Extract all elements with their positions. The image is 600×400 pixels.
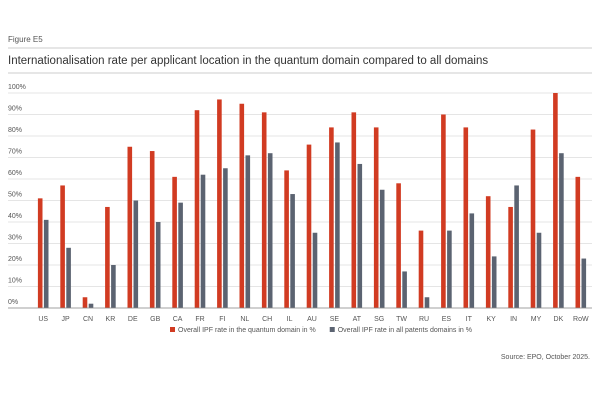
bar [290,194,295,308]
figure-label: Figure E5 [8,35,43,44]
x-tick-label: US [38,316,48,323]
bar [530,129,536,308]
x-tick-label: FI [219,316,225,323]
bar [200,174,206,308]
bar [66,247,71,308]
bar [559,153,564,308]
x-tick-label: RoW [573,316,589,323]
x-tick-label: IL [287,316,293,323]
bar [239,103,245,308]
bar [418,230,424,308]
x-tick-label: CA [173,316,183,323]
bar [508,206,513,308]
bar [329,127,334,309]
bar [357,163,363,308]
bar [88,303,94,308]
y-tick-label: 20% [8,256,22,263]
bar [351,112,357,308]
x-tick-label: CN [83,316,93,323]
bar [194,110,200,308]
bar [217,99,222,308]
bar [536,232,542,308]
y-tick-label: 90% [8,105,22,112]
legend-label: Overall IPF rate in all patents domains … [338,327,472,334]
bar [172,176,177,308]
bar [396,183,401,308]
y-tick-label: 10% [8,277,22,284]
bar [178,202,183,308]
x-tick-label: SG [374,316,384,323]
x-tick-label: KY [487,316,497,323]
y-tick-label: 80% [8,127,22,134]
y-tick-label: 70% [8,148,22,155]
y-tick-label: 60% [8,170,22,177]
bar [402,271,407,308]
legend-swatch [329,327,335,332]
bar [306,144,312,308]
bar [469,213,475,308]
bar [447,230,452,308]
y-tick-label: 0% [8,299,18,306]
bar [463,127,469,309]
x-tick-label: NL [240,316,249,323]
bar [37,198,43,308]
bar [284,170,289,308]
y-tick-label: 40% [8,213,22,220]
bar [127,146,133,308]
bar [335,142,340,308]
x-tick-label: TW [396,316,407,323]
x-tick-label: GB [150,316,160,323]
x-tick-label: RU [419,316,429,323]
x-tick-label: JP [62,316,71,323]
bar [575,176,581,308]
x-tick-label: KR [106,316,116,323]
legend-swatch [170,327,175,332]
bar [267,153,273,308]
bar [149,151,155,308]
x-tick-label: DE [128,316,138,323]
bar [373,127,379,309]
bar [223,168,228,308]
x-tick-label: AT [353,316,362,323]
bar [485,196,491,308]
bar [133,200,139,308]
x-tick-label: IT [466,316,473,323]
bar [312,232,318,308]
bar [379,189,385,308]
x-tick-label: AU [307,316,317,323]
chart-title: Internationalisation rate per applicant … [8,55,488,67]
x-tick-label: SE [330,316,340,323]
bar [581,258,587,308]
bar [111,265,116,308]
y-tick-label: 50% [8,191,22,198]
y-tick-label: 100% [8,84,26,91]
bar [491,256,497,308]
bar [245,155,251,308]
bar [82,297,88,308]
bar [261,112,267,308]
bar [105,206,110,308]
bar [441,114,446,308]
source: Source: EPO, October 2025. [501,354,590,361]
bar [43,219,49,308]
x-tick-label: MY [531,316,542,323]
legend-label: Overall IPF rate in the quantum domain i… [178,327,316,334]
bar [514,185,519,308]
x-tick-label: IN [510,316,517,323]
x-tick-label: ES [442,316,452,323]
x-tick-label: CH [262,316,272,323]
x-tick-label: DK [554,316,564,323]
bar [60,185,65,308]
bar [424,297,430,308]
bar [553,93,558,308]
bar [155,222,161,308]
y-tick-label: 30% [8,234,22,241]
x-tick-label: FR [195,316,204,323]
